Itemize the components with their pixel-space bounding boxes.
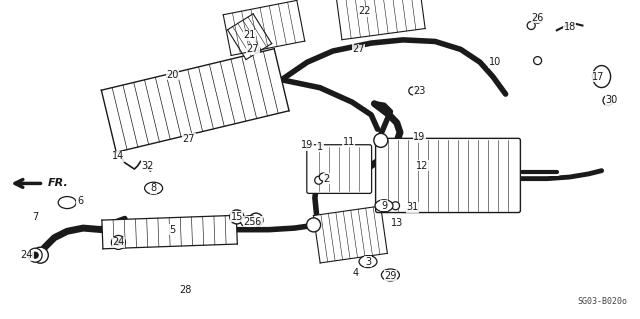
Text: 7: 7 [32, 212, 38, 222]
Ellipse shape [359, 256, 377, 268]
Text: 32: 32 [141, 161, 154, 171]
Text: 9: 9 [381, 201, 387, 211]
Text: 23: 23 [413, 86, 426, 96]
Circle shape [32, 247, 49, 263]
Circle shape [319, 173, 327, 181]
Text: 8: 8 [150, 183, 157, 193]
Ellipse shape [58, 197, 76, 209]
Text: 15: 15 [230, 212, 243, 222]
Text: 4: 4 [352, 268, 358, 278]
Circle shape [534, 56, 541, 65]
FancyBboxPatch shape [376, 138, 520, 212]
Circle shape [315, 176, 323, 184]
Text: 2: 2 [323, 174, 330, 184]
Ellipse shape [593, 66, 611, 87]
Text: 31: 31 [406, 202, 419, 212]
Circle shape [230, 210, 244, 224]
Circle shape [111, 235, 125, 249]
Circle shape [307, 218, 321, 232]
Text: 30: 30 [605, 95, 618, 106]
Ellipse shape [375, 200, 393, 212]
Text: 13: 13 [390, 218, 403, 228]
Ellipse shape [381, 269, 399, 281]
Circle shape [534, 15, 541, 23]
Polygon shape [102, 215, 237, 249]
Circle shape [28, 248, 42, 262]
Ellipse shape [241, 216, 259, 228]
Text: 25: 25 [243, 217, 256, 227]
Text: 18: 18 [563, 22, 576, 32]
Text: 29: 29 [384, 271, 397, 281]
Polygon shape [228, 14, 271, 60]
Circle shape [392, 202, 399, 210]
Text: 17: 17 [592, 71, 605, 82]
Text: 5: 5 [170, 225, 176, 235]
Text: 1: 1 [317, 142, 323, 152]
Circle shape [374, 133, 388, 147]
Text: 10: 10 [488, 57, 501, 67]
Text: 24: 24 [112, 237, 125, 248]
Text: 19: 19 [301, 140, 314, 150]
Polygon shape [223, 0, 305, 56]
Text: SG03-B020o: SG03-B020o [577, 297, 627, 306]
Text: 27: 27 [352, 44, 365, 55]
Text: 21: 21 [243, 30, 256, 40]
Text: 27: 27 [182, 134, 195, 144]
Circle shape [249, 213, 263, 227]
Polygon shape [101, 49, 289, 152]
Text: 19: 19 [413, 132, 426, 142]
Text: 16: 16 [250, 217, 262, 227]
Ellipse shape [145, 182, 163, 194]
Circle shape [603, 95, 613, 106]
Text: 3: 3 [365, 256, 371, 267]
Circle shape [527, 21, 535, 30]
Text: 20: 20 [166, 70, 179, 80]
Text: FR.: FR. [47, 178, 68, 189]
Text: 27: 27 [246, 44, 259, 55]
Polygon shape [314, 206, 387, 263]
Circle shape [32, 252, 38, 258]
FancyBboxPatch shape [307, 145, 372, 193]
Polygon shape [337, 0, 425, 40]
Text: 22: 22 [358, 6, 371, 16]
Circle shape [409, 87, 417, 95]
Text: 11: 11 [342, 137, 355, 147]
Text: 24: 24 [20, 250, 33, 260]
Text: 28: 28 [179, 285, 192, 295]
Text: 26: 26 [531, 12, 544, 23]
Text: 12: 12 [416, 161, 429, 171]
Text: 6: 6 [77, 196, 83, 206]
Text: 14: 14 [112, 151, 125, 161]
Circle shape [115, 240, 122, 245]
